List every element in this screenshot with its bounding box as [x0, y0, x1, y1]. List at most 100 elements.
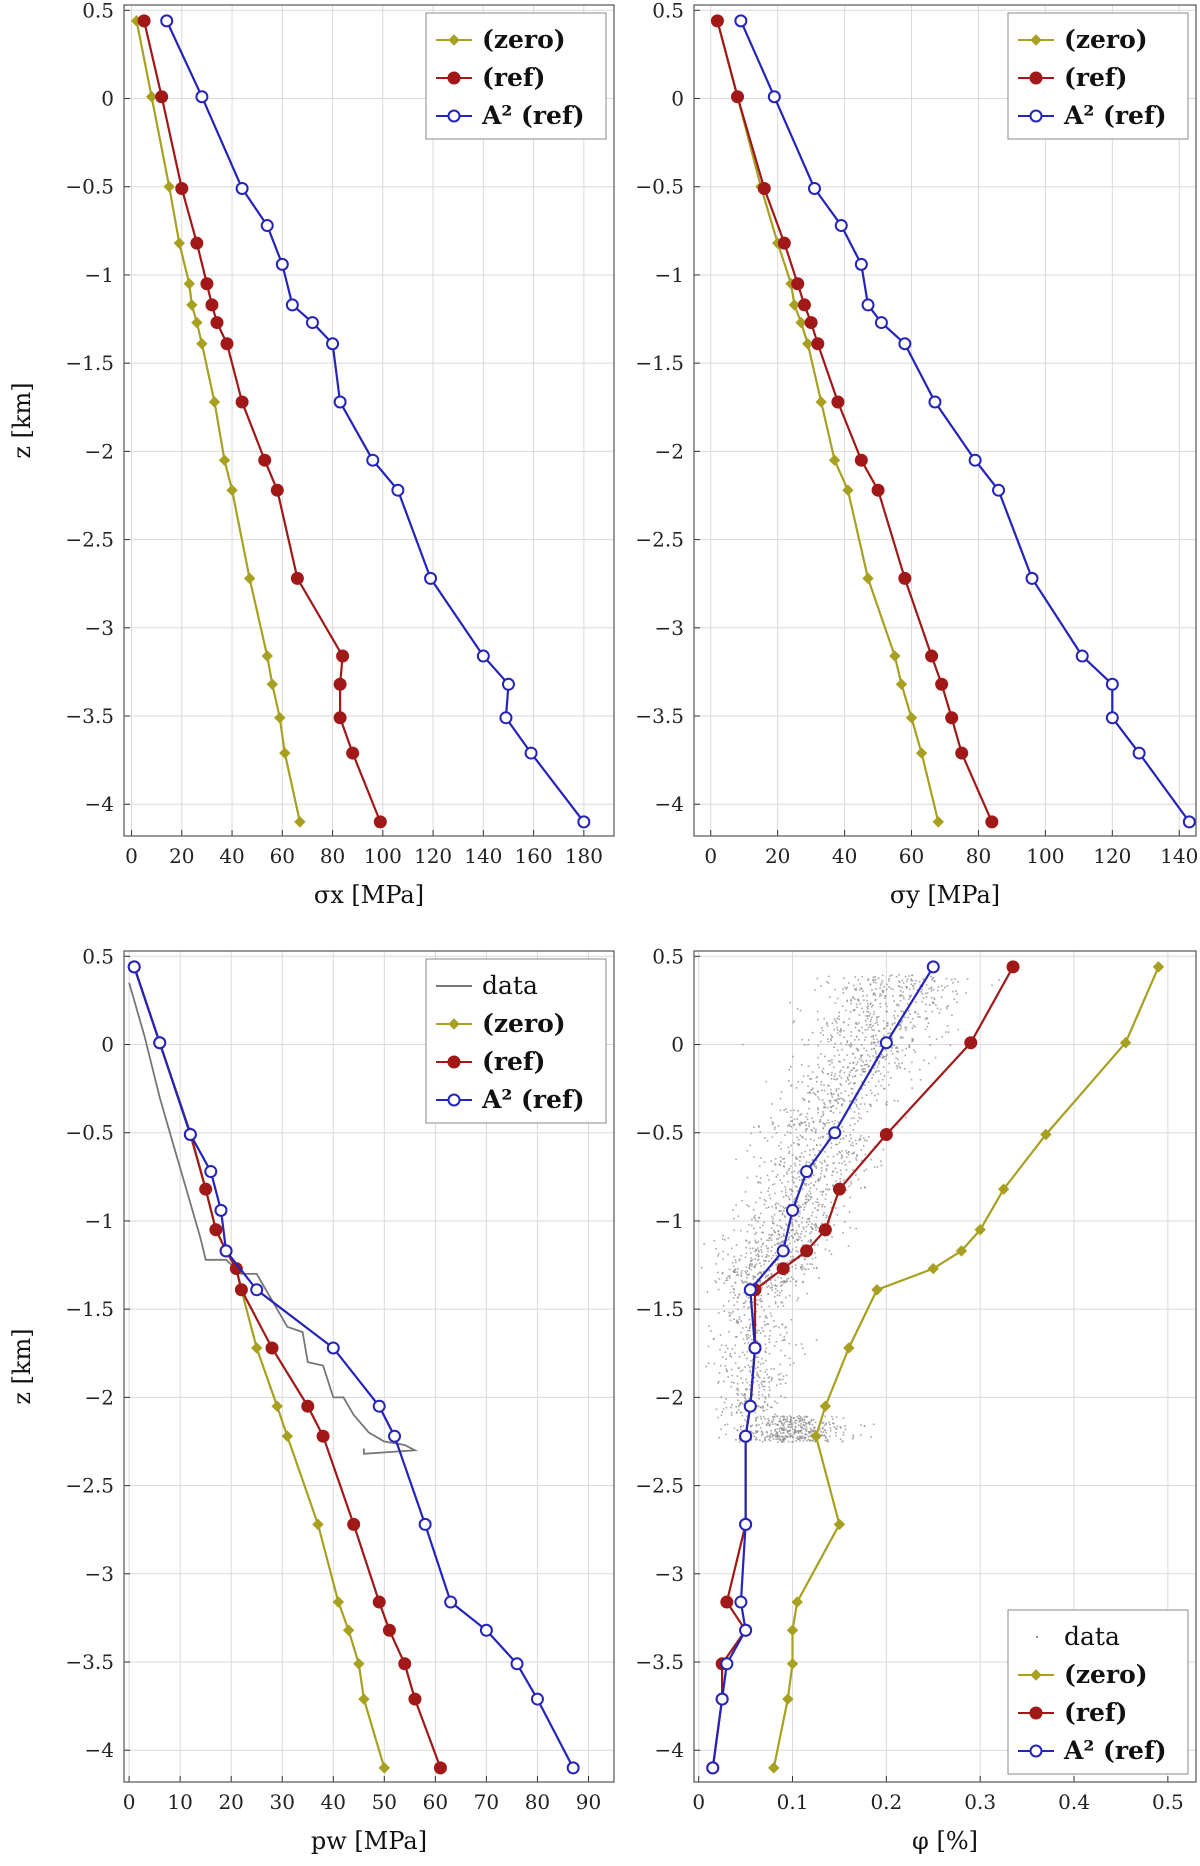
- scatter-point: [758, 1397, 760, 1400]
- scatter-point: [708, 1325, 710, 1328]
- scatter-point: [897, 1015, 899, 1017]
- scatter-point: [830, 1106, 832, 1108]
- chart-panel-4: 0 0.1 0.2 0.3 0.4 0.50.50−0.5−1−1.5−2−2.5−3−3…: [635, 944, 1197, 1855]
- scatter-point: [795, 1087, 798, 1089]
- scatter-point: [855, 1227, 857, 1230]
- series-point: [800, 1244, 814, 1258]
- scatter-point: [761, 1422, 764, 1425]
- scatter-point: [787, 1435, 790, 1438]
- scatter-point: [848, 1185, 851, 1188]
- scatter-point: [808, 1220, 811, 1223]
- scatter-point: [780, 1160, 782, 1163]
- scatter-point: [780, 1415, 782, 1418]
- scatter-point: [760, 1357, 763, 1360]
- scatter-point: [827, 1164, 829, 1166]
- scatter-point: [849, 1045, 852, 1048]
- scatter-point: [827, 1119, 829, 1122]
- scatter-point: [748, 1223, 750, 1226]
- scatter-point: [741, 1351, 744, 1354]
- scatter-point: [733, 1304, 736, 1307]
- scatter-point: [819, 1053, 822, 1055]
- series-point: [1040, 1128, 1052, 1141]
- scatter-point: [758, 1384, 760, 1386]
- scatter-point: [783, 1336, 786, 1338]
- series-point: [366, 453, 380, 467]
- y-tick-label: 0.5: [652, 944, 684, 968]
- scatter-point: [787, 1169, 790, 1171]
- scatter-point: [775, 1206, 777, 1209]
- scatter-point: [802, 1280, 805, 1283]
- scatter-point: [844, 986, 846, 989]
- scatter-point: [833, 1162, 835, 1164]
- scatter-point: [720, 1428, 722, 1431]
- scatter-point: [798, 1175, 800, 1178]
- scatter-point: [820, 1167, 823, 1169]
- scatter-point: [861, 1159, 863, 1162]
- legend-marker: [447, 1093, 461, 1107]
- scatter-point: [853, 1039, 856, 1041]
- scatter-point: [753, 1435, 756, 1438]
- scatter-point: [839, 1042, 842, 1045]
- scatter-point: [735, 1274, 738, 1276]
- scatter-point: [765, 1347, 768, 1350]
- scatter-point: [908, 1071, 911, 1073]
- series-point: [243, 572, 256, 585]
- scatter-point: [764, 1343, 767, 1346]
- scatter-point: [899, 994, 901, 997]
- scatter-point: [753, 1227, 755, 1230]
- scatter-point: [879, 1160, 882, 1163]
- scatter-point: [832, 1155, 835, 1158]
- scatter-point: [770, 1315, 773, 1317]
- scatter-point: [793, 1421, 796, 1424]
- scatter-point: [758, 1126, 760, 1128]
- scatter-point: [749, 1335, 752, 1337]
- scatter-point: [780, 1395, 782, 1398]
- scatter-point: [810, 1078, 813, 1080]
- scatter-point: [811, 1211, 814, 1214]
- scatter-point: [812, 1148, 815, 1151]
- scatter-point: [810, 1433, 813, 1436]
- series-point: [743, 1399, 757, 1413]
- scatter-point: [771, 1170, 774, 1172]
- scatter-point: [746, 1415, 748, 1418]
- scatter-point: [764, 1359, 767, 1362]
- scatter-point: [735, 1321, 738, 1324]
- scatter-point: [794, 1264, 797, 1266]
- scatter-point: [784, 1188, 787, 1191]
- scatter-point: [740, 1279, 743, 1282]
- scatter-point: [798, 1437, 800, 1440]
- scatter-point: [911, 1040, 913, 1043]
- scatter-point: [884, 1048, 887, 1051]
- scatter-point: [746, 1204, 748, 1206]
- series-point: [928, 395, 942, 409]
- scatter-point: [801, 1081, 804, 1083]
- scatter-point: [865, 1059, 868, 1062]
- scatter-point: [717, 1416, 719, 1419]
- scatter-point: [806, 1218, 809, 1220]
- scatter-point: [795, 1158, 798, 1160]
- scatter-point: [793, 1417, 795, 1419]
- scatter-point: [758, 1342, 761, 1345]
- scatter-point: [727, 1237, 730, 1239]
- scatter-point: [846, 1041, 849, 1044]
- scatter-point: [765, 1368, 768, 1371]
- scatter-point: [800, 1113, 803, 1115]
- scatter-point: [881, 989, 884, 992]
- y-tick-label: −3: [85, 616, 114, 640]
- scatter-point: [779, 1432, 782, 1434]
- series-point: [905, 712, 918, 724]
- scatter-point: [835, 1090, 838, 1092]
- scatter-point: [792, 1181, 795, 1184]
- scatter-point: [919, 984, 922, 987]
- scatter-point: [833, 1426, 836, 1428]
- scatter-point: [872, 1034, 874, 1037]
- y-tick-label: −2: [85, 1385, 114, 1409]
- scatter-point: [786, 1418, 788, 1420]
- scatter-point: [852, 996, 855, 998]
- scatter-point: [779, 1164, 782, 1167]
- scatter-point: [824, 1429, 827, 1432]
- y-tick-label: 0: [101, 87, 114, 111]
- scatter-point: [750, 1268, 752, 1271]
- scatter-point: [782, 1436, 785, 1438]
- scatter-point: [832, 1418, 834, 1420]
